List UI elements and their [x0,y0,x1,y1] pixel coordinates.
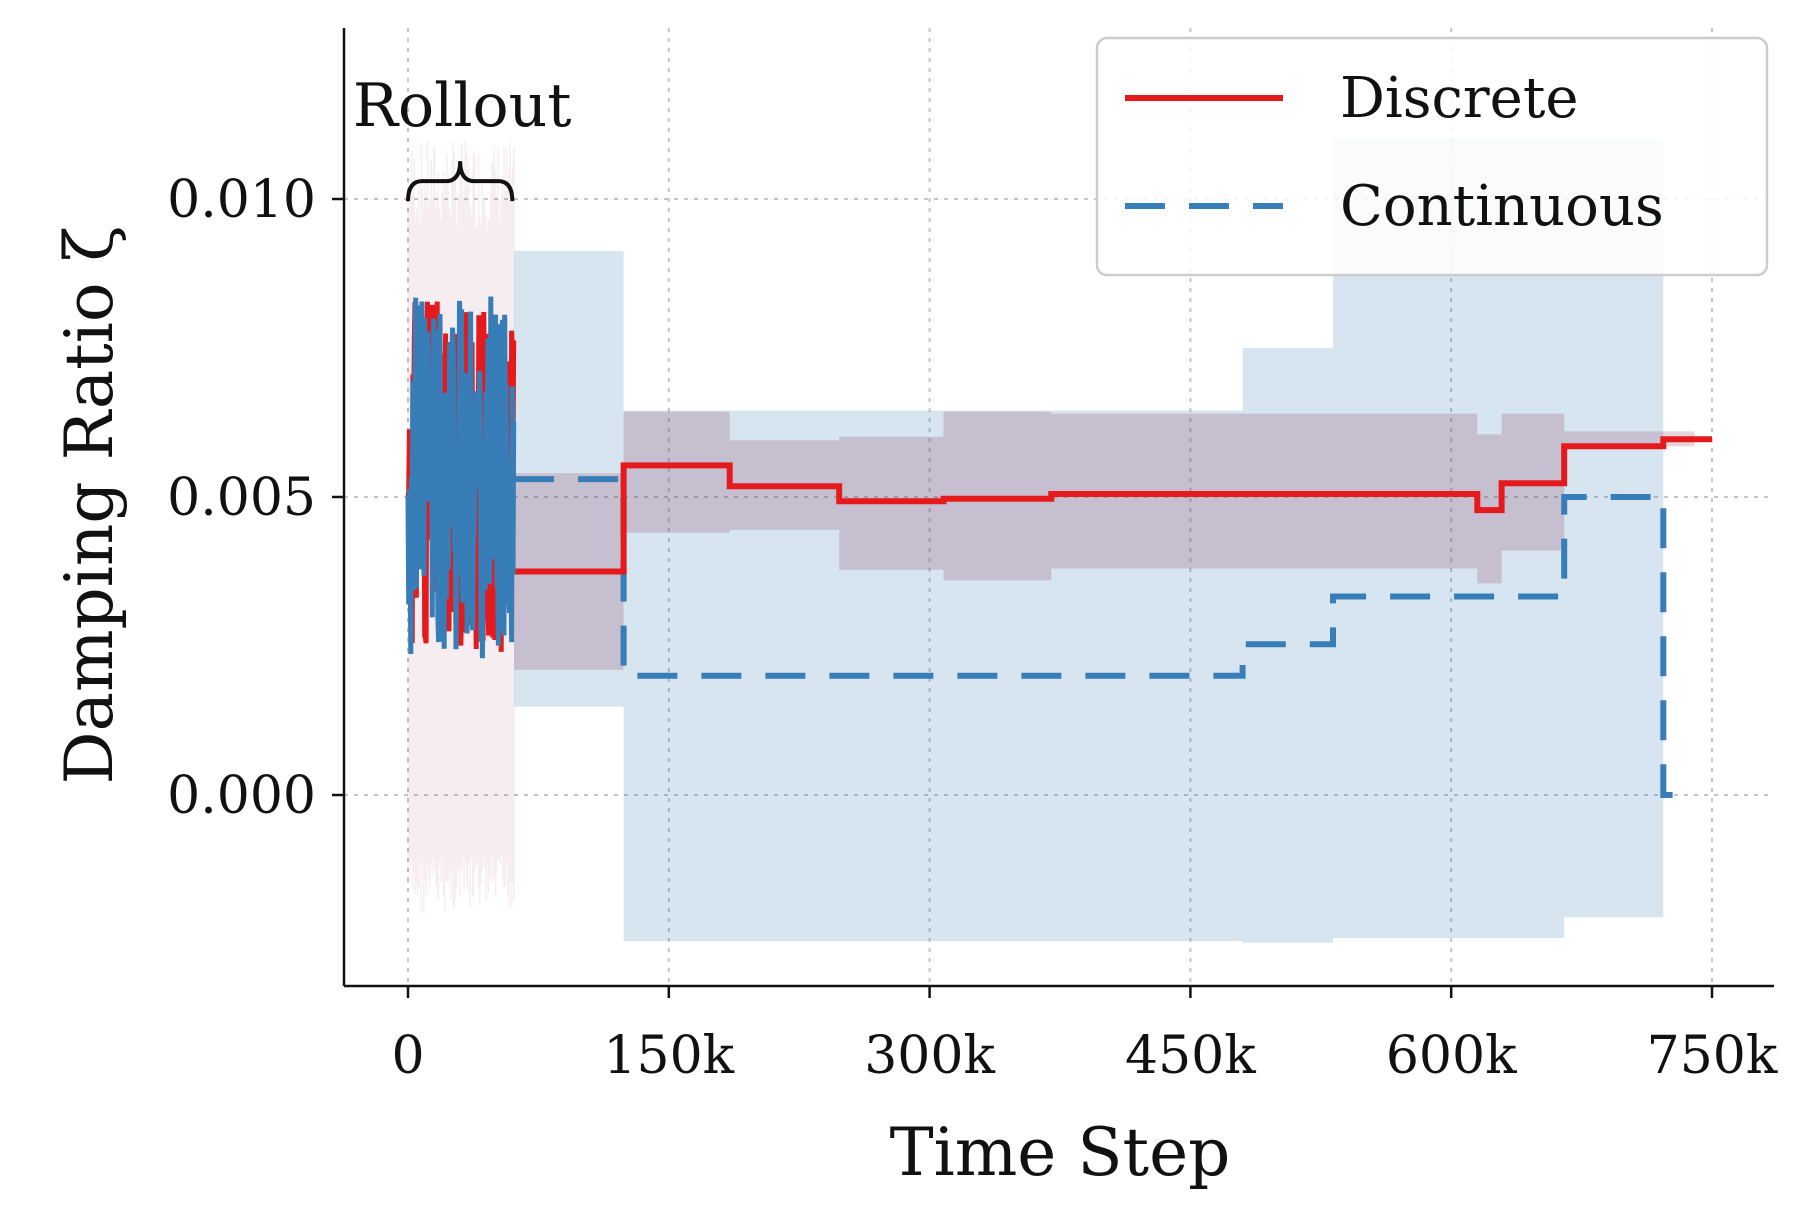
x-tick-label-5: 750k [1647,1026,1778,1086]
discrete-line [514,436,1712,575]
legend-label-discrete: Discrete [1340,66,1578,131]
legend: Discrete Continuous [1095,36,1769,277]
x-axis-title: Time Step [890,1114,1231,1191]
legend-label-continuous: Continuous [1340,174,1664,239]
tick-labels: 0 150k 300k 450k 600k 750k 0.000 0.005 0.010 [167,170,1778,1086]
rollout-brace [406,161,515,202]
x-tick-label-4: 600k [1386,1026,1517,1086]
y-tick-label-2: 0.010 [167,170,316,230]
y-tick-label-0: 0.000 [167,766,316,826]
x-tick-label-0: 0 [391,1026,424,1086]
y-axis-title: Damping Ratio ζ [51,226,128,785]
axes [342,28,1774,988]
rollout-label: Rollout [353,71,572,141]
discrete-band [514,411,1695,670]
x-tick-label-2: 300k [864,1026,995,1086]
series-lines [405,296,1712,798]
continuous-band [514,139,1664,943]
continuous-line [514,476,1678,798]
x-tick-label-1: 150k [603,1026,734,1086]
y-tick-label-1: 0.005 [167,468,316,528]
x-tick-label-3: 450k [1125,1026,1256,1086]
rollout-annotation: Rollout [353,71,572,202]
continuous-rollout-line [405,296,517,659]
